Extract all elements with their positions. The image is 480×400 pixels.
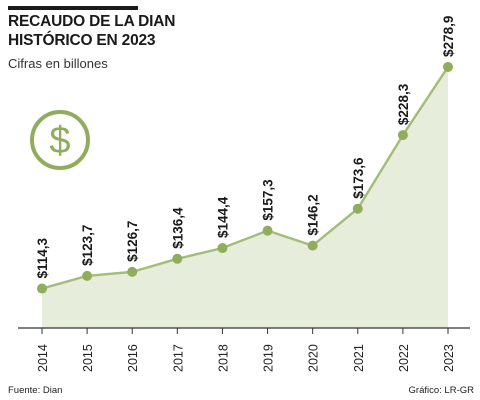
chart-title: RECAUDO DE LA DIAN HISTÓRICO EN 2023 (8, 13, 176, 49)
source-note: Fuente: Dian (8, 385, 63, 396)
data-label: $144,4 (215, 196, 230, 238)
x-tick-label: 2023 (442, 344, 456, 372)
data-point (172, 253, 183, 264)
data-label: $123,7 (80, 225, 95, 266)
x-tick-label: 2017 (171, 344, 185, 372)
data-point (217, 243, 228, 254)
series-line (41, 66, 450, 290)
x-tick-label: 2016 (126, 344, 140, 372)
data-label: $173,6 (351, 157, 366, 199)
x-tick-label: 2018 (216, 344, 230, 372)
data-point (262, 225, 273, 236)
area-fill (42, 66, 448, 328)
data-point (82, 270, 93, 281)
data-label: $146,2 (306, 194, 321, 235)
data-label: $278,9 (441, 16, 456, 57)
dollar-coin-icon: $ (30, 110, 90, 170)
x-tick-label: 2022 (397, 344, 411, 372)
data-point (307, 240, 318, 251)
data-point (397, 130, 408, 141)
x-tick-label: 2019 (262, 344, 276, 372)
svg-text:$: $ (49, 120, 70, 162)
chart-subtitle: Cifras en billones (8, 56, 108, 71)
data-point (37, 283, 47, 294)
title-accent-bar (8, 6, 138, 10)
data-point (352, 203, 363, 214)
x-tick-label: 2020 (307, 344, 321, 372)
data-point (127, 266, 138, 277)
data-label: $228,3 (396, 83, 411, 125)
data-label: $114,3 (35, 238, 50, 279)
data-label: $157,3 (261, 179, 276, 221)
x-tick-label: 2021 (352, 344, 366, 372)
x-tick-label: 2015 (81, 344, 95, 372)
x-tick-label: 2014 (36, 344, 50, 372)
credit-note: Gráfico: LR-GR (408, 385, 474, 396)
data-label: $126,7 (125, 221, 140, 262)
data-point (443, 61, 453, 72)
data-label: $136,4 (170, 207, 185, 249)
